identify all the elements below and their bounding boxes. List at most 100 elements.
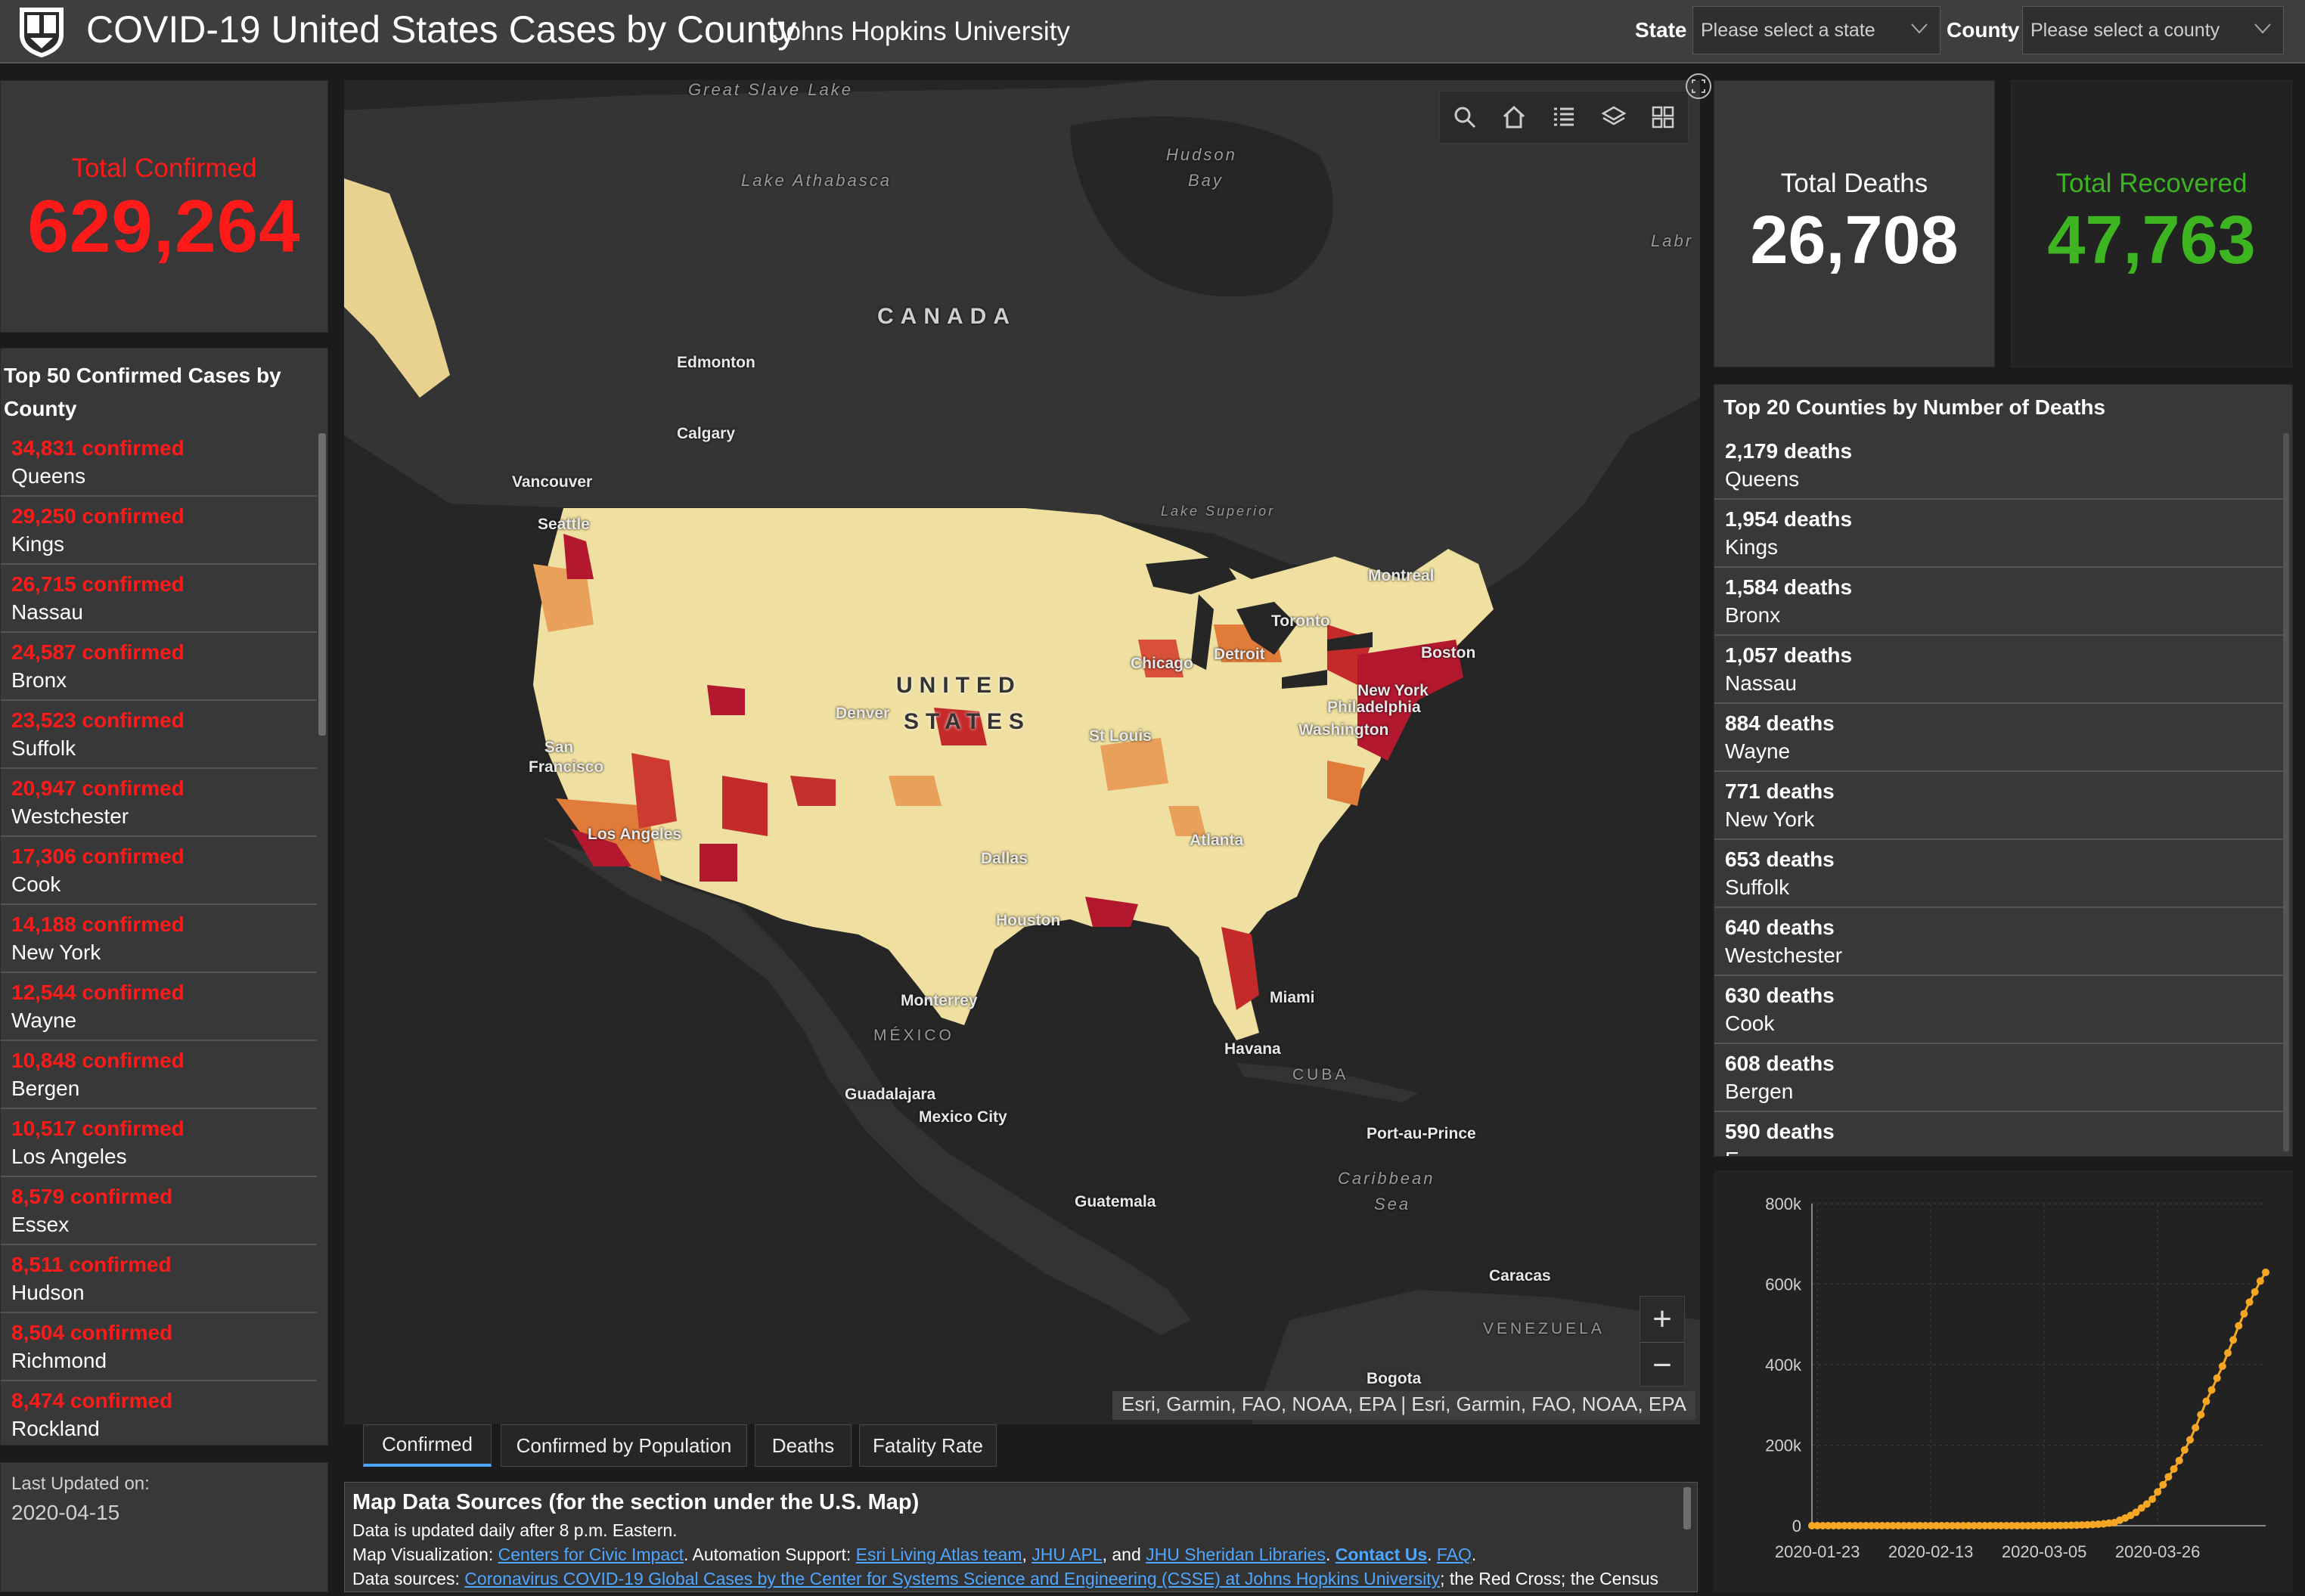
home-icon[interactable] xyxy=(1501,104,1527,130)
list-item[interactable]: 34,831 confirmed Queens xyxy=(1,429,317,497)
list-item[interactable]: 10,517 confirmed Los Angeles xyxy=(1,1109,317,1177)
chart-data-point xyxy=(1965,1521,1973,1529)
list-item[interactable]: 653 deaths Suffolk xyxy=(1714,840,2283,908)
list-item[interactable]: 12,544 confirmed Wayne xyxy=(1,973,317,1041)
chart-y-tick-label: 400k xyxy=(1765,1356,1802,1374)
top-deaths-list[interactable]: 2,179 deaths Queens 1,954 deaths Kings 1,5… xyxy=(1714,432,2283,1156)
list-item[interactable]: 8,504 confirmed Richmond xyxy=(1,1313,317,1381)
chart-data-point xyxy=(2013,1521,2021,1529)
map-view[interactable]: Great Slave Lake Lake Athabasca Hudson B… xyxy=(344,80,1700,1424)
top-deaths-panel: Top 20 Counties by Number of Deaths 2,17… xyxy=(1714,384,2293,1157)
total-deaths-panel: Total Deaths 26,708 xyxy=(1714,80,1995,367)
link-jhu-sheridan[interactable]: JHU Sheridan Libraries xyxy=(1146,1545,1326,1564)
list-item[interactable]: 8,511 confirmed Hudson xyxy=(1,1245,317,1313)
list-item[interactable]: 2,179 deaths Queens xyxy=(1714,432,2283,500)
item-county-name: Nassau xyxy=(1725,671,1797,695)
list-item[interactable]: 608 deaths Bergen xyxy=(1714,1044,2283,1112)
app-title: COVID-19 United States Cases by County xyxy=(86,8,797,51)
chart-data-point xyxy=(1970,1521,1978,1529)
tab-deaths[interactable]: Deaths xyxy=(755,1424,852,1467)
list-item[interactable]: 17,306 confirmed Cook xyxy=(1,837,317,905)
map-label-monterrey: Monterrey xyxy=(901,992,978,1009)
chart-data-point xyxy=(2137,1504,2145,1512)
link-contact-us[interactable]: Contact Us xyxy=(1335,1545,1428,1564)
list-item[interactable]: 590 deaths E xyxy=(1714,1112,2283,1156)
list-item[interactable]: 26,715 confirmed Nassau xyxy=(1,565,317,633)
great-lakes xyxy=(1146,556,1373,689)
list-item[interactable]: 1,057 deaths Nassau xyxy=(1714,636,2283,704)
total-recovered-label: Total Recovered xyxy=(2055,169,2248,198)
map-label-caracas: Caracas xyxy=(1489,1267,1551,1285)
item-county-name: Westchester xyxy=(11,804,129,828)
list-item[interactable]: 20,947 confirmed Westchester xyxy=(1,769,317,837)
list-item[interactable]: 630 deaths Cook xyxy=(1714,976,2283,1044)
list-item[interactable]: 884 deaths Wayne xyxy=(1714,704,2283,772)
list-item[interactable]: 24,587 confirmed Bronx xyxy=(1,633,317,701)
item-county-name: Wayne xyxy=(11,1009,77,1032)
chart-data-point xyxy=(2024,1521,2032,1529)
link-jhu-apl[interactable]: JHU APL xyxy=(1032,1545,1103,1564)
map-label-cuba: CUBA xyxy=(1292,1066,1349,1083)
item-confirmed-count: 12,544 confirmed xyxy=(11,981,185,1004)
list-item[interactable]: 14,188 confirmed New York xyxy=(1,905,317,973)
chart-data-point xyxy=(2132,1508,2140,1517)
list-item[interactable]: 23,523 confirmed Suffolk xyxy=(1,701,317,769)
list-item[interactable]: 29,250 confirmed Kings xyxy=(1,497,317,565)
map-label-toronto: Toronto xyxy=(1271,612,1330,630)
item-county-name: Richmond xyxy=(11,1349,107,1372)
chart-data-point xyxy=(1862,1521,1870,1529)
list-item[interactable]: 10,848 confirmed Bergen xyxy=(1,1041,317,1109)
chart-data-point xyxy=(2056,1521,2065,1529)
county-select[interactable]: Please select a county xyxy=(2022,6,2284,54)
basemap-gallery-icon[interactable] xyxy=(1650,104,1676,130)
item-confirmed-count: 17,306 confirmed xyxy=(11,844,185,868)
zoom-out-button[interactable]: − xyxy=(1652,1347,1672,1384)
link-esri-living-atlas[interactable]: Esri Living Atlas team xyxy=(855,1545,1022,1564)
chart-data-point xyxy=(1927,1521,1935,1529)
line-chart[interactable]: 0 200k 400k 600k 800k 2020-01-23 2020-02-13 202… xyxy=(1714,1170,2293,1592)
chart-data-point xyxy=(2008,1521,2016,1529)
top-confirmed-title: Top 50 Confirmed Cases by County xyxy=(4,364,281,420)
list-item[interactable]: 771 deaths New York xyxy=(1714,772,2283,840)
map-label-venezuela: VENEZUELA xyxy=(1483,1320,1605,1337)
tab-confirmed-by-population[interactable]: Confirmed by Population xyxy=(501,1424,747,1467)
list-item[interactable]: 1,954 deaths Kings xyxy=(1714,500,2283,568)
sources-scrollbar[interactable] xyxy=(1683,1487,1691,1529)
chart-data-point xyxy=(2067,1521,2075,1529)
tab-fatality-rate[interactable]: Fatality Rate xyxy=(859,1424,997,1467)
item-death-count: 653 deaths xyxy=(1725,848,1835,871)
link-csse-dashboard[interactable]: Coronavirus COVID-19 Global Cases by the… xyxy=(464,1569,1441,1588)
map-label-houston: Houston xyxy=(996,912,1061,929)
expand-icon[interactable] xyxy=(1685,73,1712,100)
total-deaths-value: 26,708 xyxy=(1750,203,1959,278)
state-select[interactable]: Please select a state xyxy=(1692,6,1940,54)
list-item[interactable]: 1,584 deaths Bronx xyxy=(1714,568,2283,636)
chart-data-point xyxy=(2003,1521,2011,1529)
zoom-in-button[interactable]: + xyxy=(1640,1297,1684,1343)
layers-icon[interactable] xyxy=(1601,104,1627,130)
last-updated-value: 2020-04-15 xyxy=(11,1501,120,1524)
list-item[interactable]: 640 deaths Westchester xyxy=(1714,908,2283,976)
jhu-shield-logo[interactable] xyxy=(17,5,67,59)
legend-list-icon[interactable] xyxy=(1551,104,1577,130)
item-county-name: Cook xyxy=(1725,1012,1775,1035)
chart-data-point xyxy=(1910,1521,1919,1529)
link-faq[interactable]: FAQ xyxy=(1436,1545,1472,1564)
map-toolbar xyxy=(1439,91,1689,144)
state-select-value: Please select a state xyxy=(1701,19,1875,41)
item-confirmed-count: 20,947 confirmed xyxy=(11,776,185,800)
tab-confirmed[interactable]: Confirmed xyxy=(363,1424,492,1467)
item-death-count: 771 deaths xyxy=(1725,779,1835,803)
list-item[interactable]: 8,579 confirmed Essex xyxy=(1,1177,317,1245)
top-confirmed-list[interactable]: 34,831 confirmed Queens 29,250 confirmed K… xyxy=(1,429,317,1445)
item-county-name: Cook xyxy=(11,872,61,896)
search-icon[interactable] xyxy=(1452,104,1478,130)
item-county-name: Bronx xyxy=(1725,603,1781,627)
map-label-washington: Washington xyxy=(1298,721,1389,739)
list-scrollbar[interactable] xyxy=(318,433,326,736)
link-centers-civic-impact[interactable]: Centers for Civic Impact xyxy=(498,1545,684,1564)
chart-data-point xyxy=(2256,1277,2264,1285)
list-scrollbar[interactable] xyxy=(2283,433,2289,1151)
list-item[interactable]: 8,474 confirmed Rockland xyxy=(1,1381,317,1445)
chart-data-point xyxy=(1937,1521,1946,1529)
